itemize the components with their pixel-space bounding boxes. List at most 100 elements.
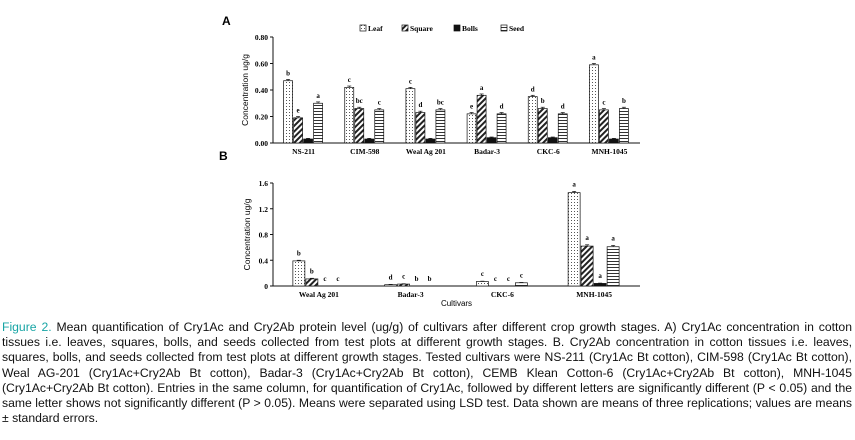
y-tick-label: 1.6 <box>259 179 269 188</box>
bar <box>354 108 365 144</box>
bar <box>593 283 607 287</box>
legend-swatch <box>453 24 461 32</box>
significance-label: d <box>500 103 504 111</box>
bar <box>415 112 426 144</box>
bar <box>547 137 558 144</box>
significance-label: bc <box>437 99 444 107</box>
x-tick-label: Weal Ag 201 <box>406 147 446 156</box>
significance-label: a <box>585 234 589 242</box>
significance-label: c <box>378 99 381 107</box>
significance-label: c <box>409 77 412 85</box>
x-tick-label: Weal Ag 201 <box>299 290 339 299</box>
bar <box>425 138 436 144</box>
panel-letter: A <box>222 14 231 28</box>
significance-label: c <box>336 275 339 283</box>
significance-label: c <box>494 275 497 283</box>
y-tick-label: 0.4 <box>259 256 269 265</box>
x-tick-label: CKC-6 <box>491 290 514 299</box>
bar <box>374 109 385 144</box>
bar <box>303 138 313 144</box>
bar <box>606 246 620 287</box>
significance-label: b <box>541 97 545 105</box>
significance-label: e <box>297 107 300 115</box>
figure-label: Figure 2. <box>2 320 52 334</box>
significance-label: d <box>389 273 393 281</box>
significance-label: e <box>470 103 473 111</box>
significance-label: b <box>297 249 301 257</box>
significance-label: c <box>507 275 510 283</box>
significance-label: b <box>622 97 626 105</box>
bar <box>305 278 319 287</box>
y-tick-label: 0.8 <box>259 231 269 240</box>
bar <box>557 113 568 144</box>
bar <box>515 282 528 287</box>
significance-label: d <box>531 85 535 93</box>
significance-label: b <box>428 275 432 283</box>
bar <box>527 96 538 144</box>
y-tick-label: 0.00 <box>255 139 268 148</box>
x-tick-label: CKC-6 <box>537 147 560 156</box>
bar <box>313 102 323 144</box>
x-tick-label: Badar-3 <box>398 290 424 299</box>
significance-label: a <box>316 92 320 100</box>
bar <box>619 108 629 144</box>
x-axis-label: Cultivars <box>441 299 472 308</box>
y-tick-label: 1.2 <box>259 205 269 214</box>
significance-label: a <box>572 180 576 188</box>
y-axis-label: Concentration ug/g <box>242 198 252 270</box>
y-axis-label: Concentration ug/g <box>240 54 250 126</box>
bar <box>384 284 397 287</box>
significance-label: d <box>418 101 422 109</box>
bar <box>589 64 599 144</box>
bar <box>435 109 446 144</box>
y-tick-label: 0.20 <box>255 113 268 122</box>
bar <box>609 138 619 144</box>
x-tick-label: NS-211 <box>292 147 315 156</box>
significance-label: a <box>611 234 615 242</box>
x-tick-label: Badar-3 <box>474 147 500 156</box>
y-tick-label: 0.80 <box>255 33 268 42</box>
bar <box>476 94 487 144</box>
legend-swatch <box>500 24 508 32</box>
caption-text: Mean quantification of Cry1Ac and Cry2Ab… <box>2 320 852 426</box>
bar <box>496 113 507 144</box>
legend-label: Bolls <box>462 24 478 33</box>
x-tick-label: MNH-1045 <box>592 147 628 156</box>
panel-letter: B <box>219 149 228 163</box>
significance-label: a <box>480 84 484 92</box>
bar <box>466 113 477 144</box>
legend-swatch <box>359 24 367 32</box>
y-tick-label: 0.40 <box>255 86 268 95</box>
bar <box>567 192 581 287</box>
significance-label: c <box>348 76 351 84</box>
significance-label: d <box>561 103 565 111</box>
significance-label: b <box>286 69 290 77</box>
significance-label: c <box>481 270 484 278</box>
bar <box>292 260 306 287</box>
bar <box>580 245 594 287</box>
significance-label: c <box>402 273 405 281</box>
legend-label: Seed <box>509 24 525 33</box>
legend-label: Leaf <box>368 24 383 33</box>
bar <box>344 86 355 144</box>
x-tick-label: MNH-1045 <box>576 290 612 299</box>
significance-label: c <box>323 275 326 283</box>
y-tick-label: 0.60 <box>255 60 268 69</box>
bar <box>476 281 489 287</box>
bar <box>293 117 303 144</box>
legend-label: Square <box>410 24 433 33</box>
bar <box>397 283 410 287</box>
bar <box>364 138 375 144</box>
bar <box>283 80 293 144</box>
significance-label: c <box>602 99 605 107</box>
bar <box>486 137 497 144</box>
x-tick-label: CIM-598 <box>350 147 379 156</box>
bar <box>405 88 416 144</box>
legend-swatch <box>401 24 409 32</box>
significance-label: b <box>310 267 314 275</box>
significance-label: a <box>598 272 602 280</box>
chart-panel-b: B 0 0.4 0.8 1.2 1.6 Concentration ug/g Cultivar… <box>219 149 640 308</box>
bar <box>599 109 609 144</box>
y-tick-label: 0 <box>264 282 268 291</box>
